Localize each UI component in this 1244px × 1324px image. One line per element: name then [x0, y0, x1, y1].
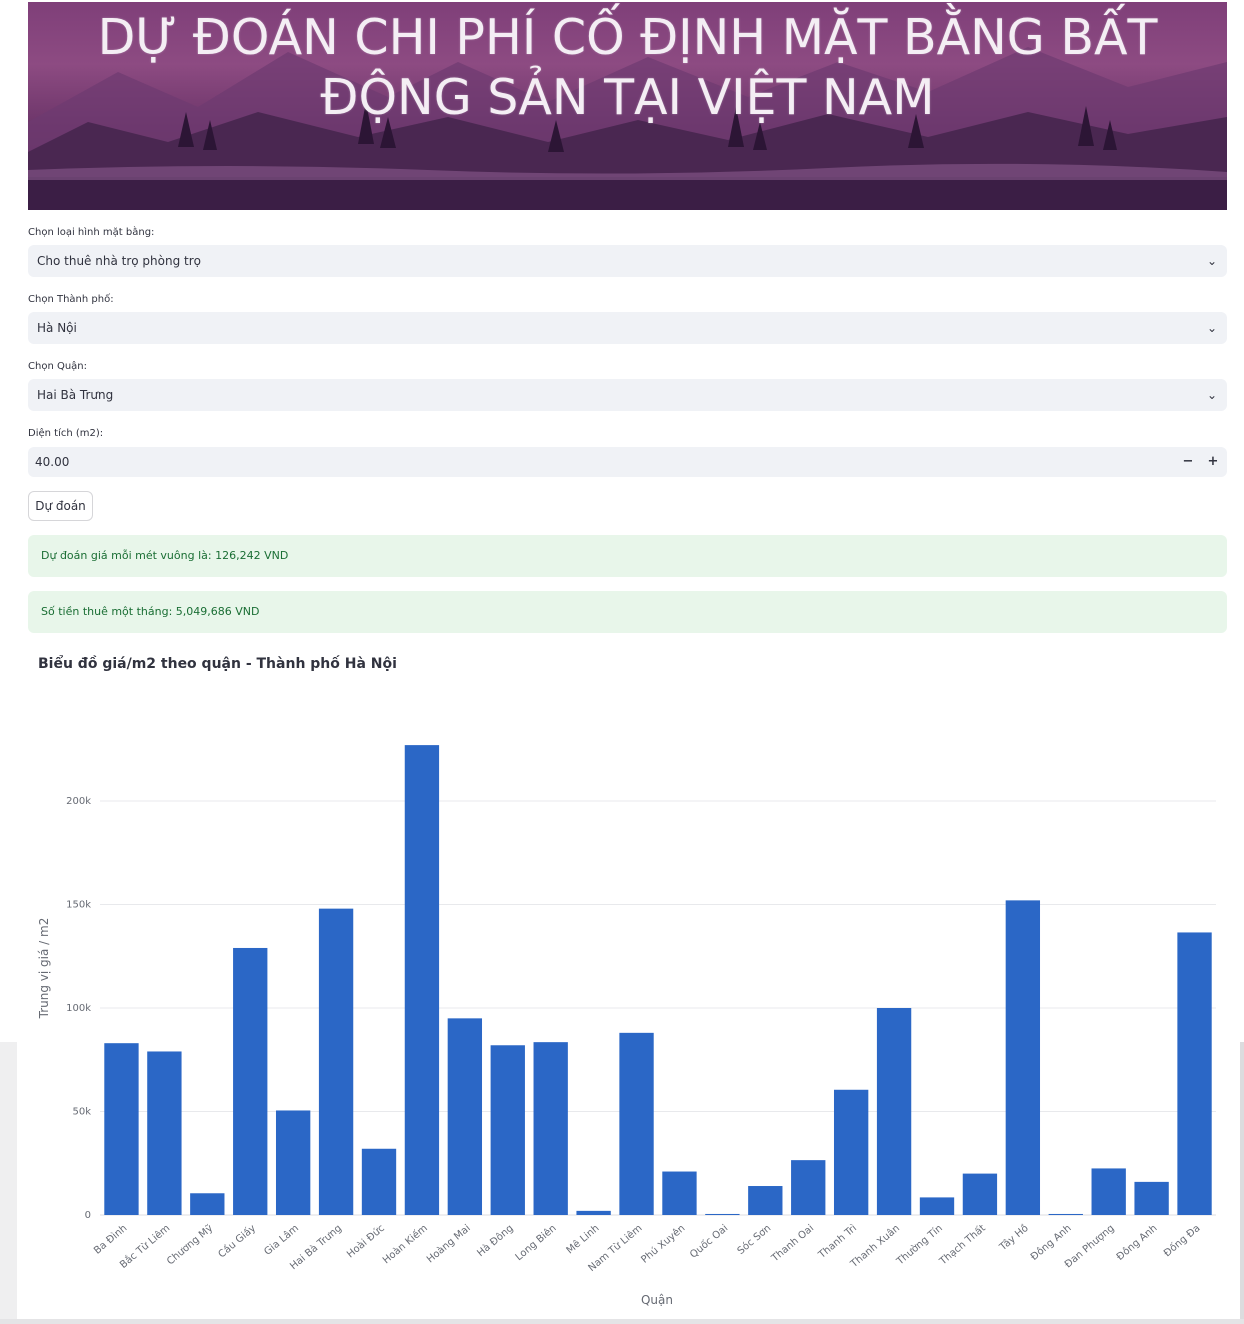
x-tick-label: Thanh Oai	[769, 1223, 816, 1265]
bar	[1177, 932, 1212, 1215]
bar	[876, 1008, 912, 1215]
banner-title-line2: ĐỘNG SẢN TẠI VIỆT NAM	[320, 69, 935, 126]
bar	[919, 1197, 955, 1215]
bar	[190, 1193, 225, 1215]
banner-title: DỰ ĐOÁN CHI PHÍ CỐ ĐỊNH MẶT BẰNG BẤT ĐỘN…	[28, 8, 1227, 128]
x-tick-label: Quốc Oai	[688, 1222, 731, 1261]
chevron-down-icon: ⌄	[1206, 321, 1217, 335]
bar	[748, 1186, 783, 1215]
x-tick-label: Tây Hồ	[996, 1222, 1030, 1254]
bar	[447, 1018, 483, 1215]
x-tick-label: Long Biên	[513, 1222, 559, 1263]
type-select-value: Cho thuê nhà trọ phòng trọ	[37, 254, 202, 268]
x-tick-label: Thạch Thất	[936, 1222, 988, 1268]
x-tick-label: Ba Đình	[92, 1222, 130, 1257]
type-label: Chọn loại hình mặt bằng:	[28, 227, 155, 238]
bar	[1048, 1213, 1083, 1215]
x-tick-label: Chương Mỹ	[165, 1223, 215, 1268]
bar	[361, 1148, 397, 1215]
x-tick-label: Đông Anh	[1114, 1222, 1159, 1263]
bar	[275, 1110, 311, 1215]
y-tick-label: 0	[85, 1210, 91, 1221]
x-tick-label: Hà Đông	[475, 1222, 516, 1259]
x-tick-label: Cầu Giấy	[216, 1222, 258, 1260]
x-tick-label: Đông Anh	[1028, 1222, 1073, 1263]
bar	[533, 1042, 568, 1215]
bar	[619, 1032, 654, 1215]
city-select-value: Hà Nội	[37, 321, 77, 335]
x-tick-label: Hoàng Mai	[424, 1222, 472, 1265]
bar	[962, 1173, 998, 1215]
y-tick-label: 100k	[66, 1003, 91, 1014]
district-label: Chọn Quận:	[28, 361, 87, 372]
district-select[interactable]: Hai Bà Trưng ⌄	[28, 379, 1227, 411]
x-tick-label: Thường Tín	[894, 1222, 945, 1268]
bar	[705, 1213, 740, 1215]
x-tick-label: Gia Lâm	[262, 1222, 301, 1258]
area-input-value: 40.00	[35, 455, 70, 469]
city-label: Chọn Thành phố:	[28, 294, 114, 305]
chevron-down-icon: ⌄	[1206, 254, 1217, 268]
landscape-illustration	[28, 47, 1227, 210]
background-panel-left	[0, 1042, 17, 1324]
city-select[interactable]: Hà Nội ⌄	[28, 312, 1227, 344]
chevron-down-icon: ⌄	[1206, 388, 1217, 402]
bar	[1005, 900, 1041, 1215]
bar	[576, 1210, 611, 1215]
area-input[interactable]: 40.00 − +	[28, 447, 1227, 477]
bar	[1091, 1168, 1126, 1215]
x-tick-label: Mê Linh	[564, 1222, 602, 1256]
price-per-m2-result: Dự đoán giá mỗi mét vuông là: 126,242 VN…	[28, 535, 1227, 577]
bar	[1134, 1181, 1169, 1215]
plus-button[interactable]: +	[1207, 454, 1219, 469]
bar	[233, 947, 268, 1215]
bar	[791, 1160, 826, 1215]
monthly-rent-result: Số tiền thuê một tháng: 5,049,686 VND	[28, 591, 1227, 633]
x-tick-label: Hoài Đức	[345, 1222, 387, 1260]
predict-button[interactable]: Dự đoán	[28, 491, 93, 521]
bar	[104, 1043, 139, 1215]
bar	[833, 1089, 869, 1215]
chart-title: Biểu đồ giá/m2 theo quận - Thành phố Hà …	[38, 656, 397, 672]
x-tick-label: Đống Đa	[1161, 1222, 1202, 1259]
x-tick-label: Sóc Sơn	[735, 1222, 773, 1257]
bar	[662, 1171, 697, 1215]
x-tick-label: Hoàn Kiếm	[380, 1222, 429, 1266]
bar	[490, 1045, 525, 1215]
x-axis-label: Quận	[641, 1293, 673, 1307]
area-label: Diện tích (m2):	[28, 428, 104, 439]
district-select-value: Hai Bà Trưng	[37, 388, 114, 402]
header-banner: DỰ ĐOÁN CHI PHÍ CỐ ĐỊNH MẶT BẰNG BẤT ĐỘN…	[28, 2, 1227, 210]
bar	[404, 745, 440, 1215]
minus-button[interactable]: −	[1182, 454, 1194, 469]
x-tick-label: Phú Xuyên	[639, 1222, 688, 1266]
y-tick-label: 50k	[72, 1107, 91, 1118]
banner-title-line1: DỰ ĐOÁN CHI PHÍ CỐ ĐỊNH MẶT BẰNG BẤT	[97, 9, 1158, 66]
y-tick-label: 150k	[66, 900, 91, 911]
background-panel-right	[1240, 1042, 1244, 1324]
y-axis-label: Trung vị giá / m2	[37, 918, 51, 1020]
type-select[interactable]: Cho thuê nhà trọ phòng trọ ⌄	[28, 245, 1227, 277]
y-tick-label: 200k	[66, 796, 91, 807]
bar	[147, 1051, 182, 1215]
page-bottom-border	[0, 1319, 1244, 1324]
bar	[318, 908, 354, 1215]
x-tick-label: Thanh Trì	[815, 1222, 859, 1262]
